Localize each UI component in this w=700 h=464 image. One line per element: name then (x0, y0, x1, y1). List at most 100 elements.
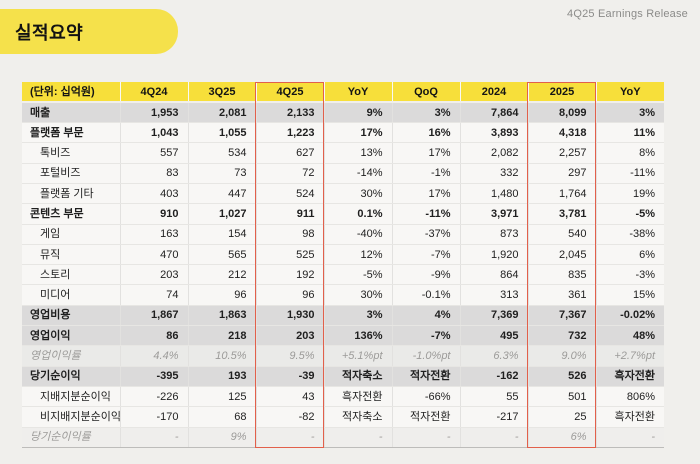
table-cell: 17% (391, 183, 460, 205)
table-cell: -14% (323, 163, 392, 184)
table-cell: 17% (323, 122, 392, 144)
table-cell: 1,863 (187, 305, 256, 327)
row-label: 스토리 (22, 264, 120, 286)
table-cell: -162 (459, 366, 528, 387)
row-label: 영업이익률 (22, 345, 120, 367)
earnings-release-label: 4Q25 Earnings Release (567, 8, 688, 20)
row-label: 영업이익 (22, 325, 120, 347)
table-cell: 15% (595, 284, 664, 306)
table-body: 매출 1,953 2,081 2,133 9% 3% 7,864 8,099 3% 플랫폼 부문 1… (22, 102, 664, 448)
table-cell: -5% (323, 264, 392, 286)
table-cell: 470 (119, 244, 188, 266)
table-row: 영업이익 86 218 203 136% -7% 495 732 48% (22, 325, 664, 347)
table-cell: 4,318 (527, 122, 596, 144)
table-row: 뮤직 470 565 525 12% -7% 1,920 2,045 6% (22, 244, 664, 266)
table-cell: +2.7%pt (595, 345, 664, 367)
table-row: 톡비즈 557 534 627 13% 17% 2,082 2,257 8% (22, 142, 664, 164)
table-cell: -7% (391, 244, 460, 266)
column-header-4q24: 4Q24 (119, 82, 188, 104)
table-cell: -170 (119, 406, 188, 428)
table-cell: 163 (119, 224, 188, 245)
table-cell: 1,867 (119, 305, 188, 327)
table-cell: 83 (119, 163, 188, 184)
table-cell: - (595, 427, 664, 448)
table-row: 미디어 74 96 96 30% -0.1% 313 361 15% (22, 284, 664, 306)
row-label: 지배지분순이익 (22, 386, 120, 408)
row-label: 미디어 (22, 284, 120, 306)
table-cell: 9.5% (255, 345, 324, 367)
table-cell: 526 (527, 366, 596, 387)
summary-table-container: (단위: 십억원) 4Q24 3Q25 4Q25 YoY QoQ 2024 2025 YoY 매… (22, 82, 664, 448)
table-cell: -40% (323, 224, 392, 245)
table-cell: 3,971 (459, 203, 528, 225)
table-row: 포털비즈 83 73 72 -14% -1% 332 297 -11% (22, 163, 664, 184)
table-cell: 6.3% (459, 345, 528, 367)
table-cell: 0.1% (323, 203, 392, 225)
column-header-2024: 2024 (459, 82, 528, 104)
table-cell: 7,367 (527, 305, 596, 327)
row-label: 매출 (22, 102, 120, 124)
column-header-yoy: YoY (595, 82, 664, 104)
table-cell: 1,027 (187, 203, 256, 225)
table-cell: 6% (595, 244, 664, 266)
table-cell: 2,081 (187, 102, 256, 124)
table-cell: 136% (323, 325, 392, 347)
row-label: 플랫폼 부문 (22, 122, 120, 144)
table-cell: 525 (255, 244, 324, 266)
column-header-2025: 2025 (527, 82, 596, 104)
table-cell: -82 (255, 406, 324, 428)
row-label: 당기순이익 (22, 366, 120, 387)
table-cell: 12% (323, 244, 392, 266)
table-cell: -3% (595, 264, 664, 286)
row-label: 플랫폼 기타 (22, 183, 120, 205)
table-cell: 25 (527, 406, 596, 428)
page-title-pill: 실적요약 (0, 9, 178, 54)
table-cell: 3% (323, 305, 392, 327)
table-cell: 835 (527, 264, 596, 286)
table-cell: 501 (527, 386, 596, 408)
page-title: 실적요약 (15, 22, 84, 43)
table-cell: 873 (459, 224, 528, 245)
table-row: 스토리 203 212 192 -5% -9% 864 835 -3% (22, 264, 664, 286)
table-cell: 흑자전환 (323, 386, 392, 408)
table-cell: 524 (255, 183, 324, 205)
table-cell: 3,781 (527, 203, 596, 225)
table-cell: - (255, 427, 324, 448)
table-cell: 732 (527, 325, 596, 347)
table-cell: 11% (595, 122, 664, 144)
row-label: 뮤직 (22, 244, 120, 266)
table-cell: -39 (255, 366, 324, 387)
table-row: 지배지분순이익 -226 125 43 흑자전환 -66% 55 501 806% (22, 386, 664, 408)
table-cell: 2,045 (527, 244, 596, 266)
table-cell: 1,480 (459, 183, 528, 205)
table-cell: 1,043 (119, 122, 188, 144)
table-cell: 540 (527, 224, 596, 245)
table-cell: -37% (391, 224, 460, 245)
table-cell: 7,864 (459, 102, 528, 124)
table-header-row: (단위: 십억원) 4Q24 3Q25 4Q25 YoY QoQ 2024 2025 YoY (22, 82, 664, 104)
table-cell: -1.0%pt (391, 345, 460, 367)
table-cell: -5% (595, 203, 664, 225)
table-cell: 98 (255, 224, 324, 245)
table-cell: 적자전환 (391, 366, 460, 387)
table-cell: -11% (595, 163, 664, 184)
table-cell: 86 (119, 325, 188, 347)
table-cell: 96 (187, 284, 256, 306)
table-cell: 1,930 (255, 305, 324, 327)
table-cell: 19% (595, 183, 664, 205)
table-cell: 910 (119, 203, 188, 225)
table-row: 당기순이익 -395 193 -39 적자축소 적자전환 -162 526 흑자전환 (22, 366, 664, 387)
table-cell: 627 (255, 142, 324, 164)
table-cell: 적자축소 (323, 366, 392, 387)
table-cell: 10.5% (187, 345, 256, 367)
table-cell: 212 (187, 264, 256, 286)
table-cell: 4% (391, 305, 460, 327)
table-cell: 495 (459, 325, 528, 347)
table-cell: -217 (459, 406, 528, 428)
table-cell: -11% (391, 203, 460, 225)
row-label: 당기순이익률 (22, 427, 120, 448)
table-cell: 1,223 (255, 122, 324, 144)
table-cell: 203 (255, 325, 324, 347)
row-label: 포털비즈 (22, 163, 120, 184)
table-cell: - (119, 427, 188, 448)
